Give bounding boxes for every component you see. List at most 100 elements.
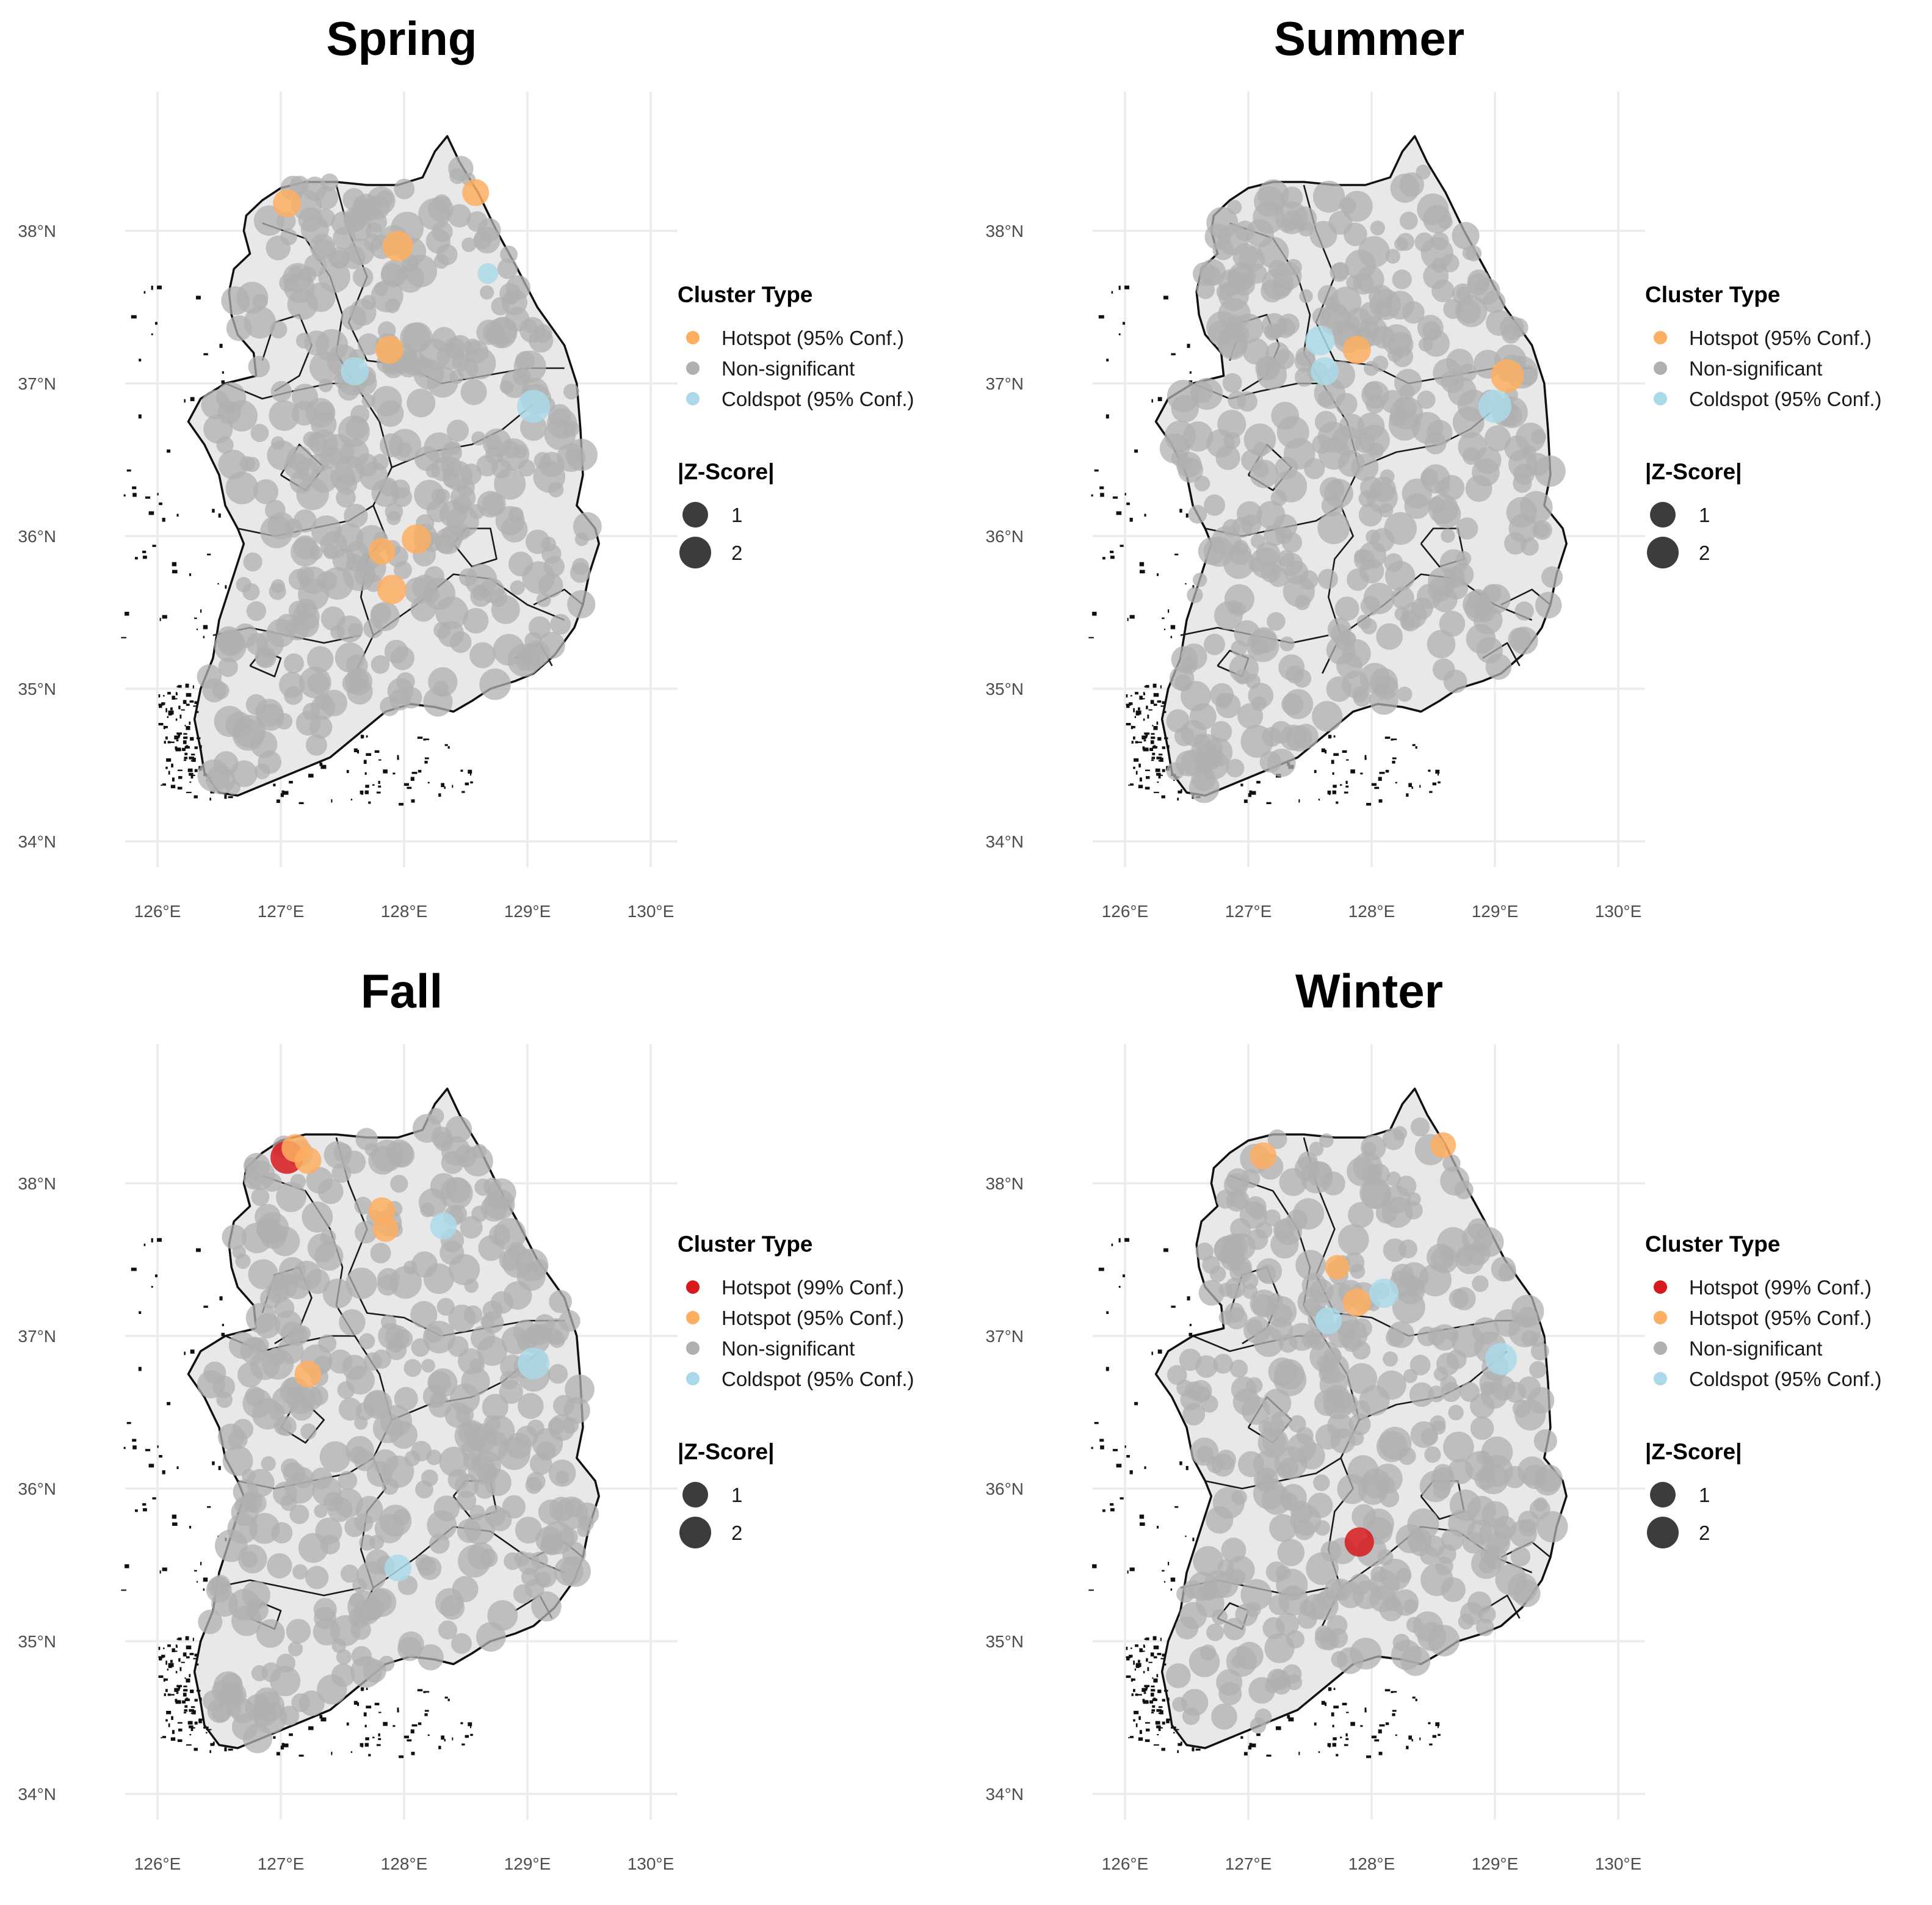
island xyxy=(1333,753,1339,756)
island xyxy=(1157,1689,1162,1693)
island xyxy=(190,1727,194,1731)
island xyxy=(178,749,181,751)
station-points xyxy=(1165,1117,1568,1734)
point-non-significant xyxy=(1267,1129,1287,1149)
point-cold95 xyxy=(477,263,499,284)
island xyxy=(1408,1735,1412,1740)
point-non-significant xyxy=(460,1216,483,1239)
point-non-significant xyxy=(349,1592,365,1608)
point-non-significant xyxy=(1198,1280,1225,1306)
point-non-significant xyxy=(266,619,295,647)
point-non-significant xyxy=(352,1578,367,1593)
island xyxy=(357,750,360,754)
island xyxy=(1151,759,1154,761)
point-non-significant xyxy=(1187,587,1203,603)
point-non-significant xyxy=(565,1374,595,1404)
point-non-significant xyxy=(355,453,378,477)
point-non-significant xyxy=(1268,1318,1293,1342)
point-non-significant xyxy=(305,397,336,428)
point-non-significant xyxy=(1194,476,1210,492)
island xyxy=(186,791,192,793)
island xyxy=(1147,714,1149,719)
island xyxy=(1149,1700,1153,1704)
island xyxy=(183,700,187,704)
island xyxy=(353,748,358,752)
island xyxy=(1153,745,1156,749)
island xyxy=(1153,791,1159,793)
point-non-significant xyxy=(449,1254,480,1285)
point-non-significant xyxy=(253,479,279,504)
point-non-significant xyxy=(499,1249,521,1271)
island xyxy=(1412,744,1416,746)
island xyxy=(175,746,178,750)
point-non-significant xyxy=(1257,360,1287,390)
island xyxy=(366,735,368,738)
island xyxy=(172,695,175,700)
point-non-significant xyxy=(1253,201,1285,234)
point-non-significant xyxy=(253,205,284,236)
island xyxy=(1110,550,1114,553)
island xyxy=(1158,753,1163,756)
island xyxy=(320,764,327,769)
island xyxy=(1129,615,1135,619)
point-non-significant xyxy=(1188,505,1207,524)
island xyxy=(184,757,188,760)
y-tick-label: 38°N xyxy=(985,1174,1024,1193)
point-non-significant xyxy=(358,333,380,355)
island xyxy=(1395,1734,1397,1736)
point-non-significant xyxy=(403,1359,422,1377)
island xyxy=(399,803,404,806)
legend-label: Hotspot (95% Conf.) xyxy=(722,1307,904,1329)
legend-label: Non-significant xyxy=(722,1337,855,1360)
island xyxy=(363,1712,367,1717)
island xyxy=(1379,772,1385,774)
point-non-significant xyxy=(251,1188,270,1206)
island xyxy=(460,769,463,772)
island xyxy=(176,1700,181,1702)
point-non-significant xyxy=(531,1591,562,1622)
island xyxy=(167,716,168,718)
legend-label: Hotspot (95% Conf.) xyxy=(1689,327,1872,349)
island xyxy=(1092,1564,1097,1569)
point-non-significant xyxy=(257,703,284,731)
point-non-significant xyxy=(1228,391,1246,410)
point-non-significant xyxy=(221,286,250,315)
point-non-significant xyxy=(364,234,382,252)
point-non-significant xyxy=(251,1701,277,1727)
island xyxy=(175,718,178,721)
island xyxy=(1333,735,1336,738)
point-non-significant xyxy=(1248,1677,1275,1704)
point-non-significant xyxy=(538,631,565,659)
station-points xyxy=(197,156,602,795)
island xyxy=(1152,1677,1154,1679)
point-non-significant xyxy=(438,1620,458,1640)
island xyxy=(1187,344,1190,348)
island xyxy=(203,353,208,355)
point-non-significant xyxy=(490,1291,514,1314)
point-non-significant xyxy=(1175,1616,1199,1640)
point-non-significant xyxy=(242,1581,270,1609)
island xyxy=(126,469,131,472)
point-non-significant xyxy=(1218,298,1251,331)
point-non-significant xyxy=(288,1641,303,1656)
island xyxy=(1350,769,1355,774)
island xyxy=(1163,1581,1166,1583)
island xyxy=(1118,1238,1121,1243)
island xyxy=(1174,1506,1179,1508)
island xyxy=(1146,749,1149,751)
point-non-significant xyxy=(1383,1238,1407,1262)
x-tick-label: 128°E xyxy=(381,1854,428,1873)
x-tick-label: 130°E xyxy=(1595,1854,1642,1873)
point-hot95 xyxy=(377,575,407,604)
island xyxy=(143,1243,146,1246)
point-non-significant xyxy=(550,614,571,635)
legend-cluster-title: Cluster Type xyxy=(678,1232,812,1257)
point-non-significant xyxy=(331,1163,352,1183)
point-non-significant xyxy=(1465,475,1492,502)
island xyxy=(1110,1503,1114,1506)
y-tick-label: 34°N xyxy=(985,832,1024,851)
point-non-significant xyxy=(536,592,551,608)
islands xyxy=(121,1238,473,1758)
point-non-significant xyxy=(302,1201,333,1233)
point-non-significant xyxy=(1362,1142,1377,1156)
